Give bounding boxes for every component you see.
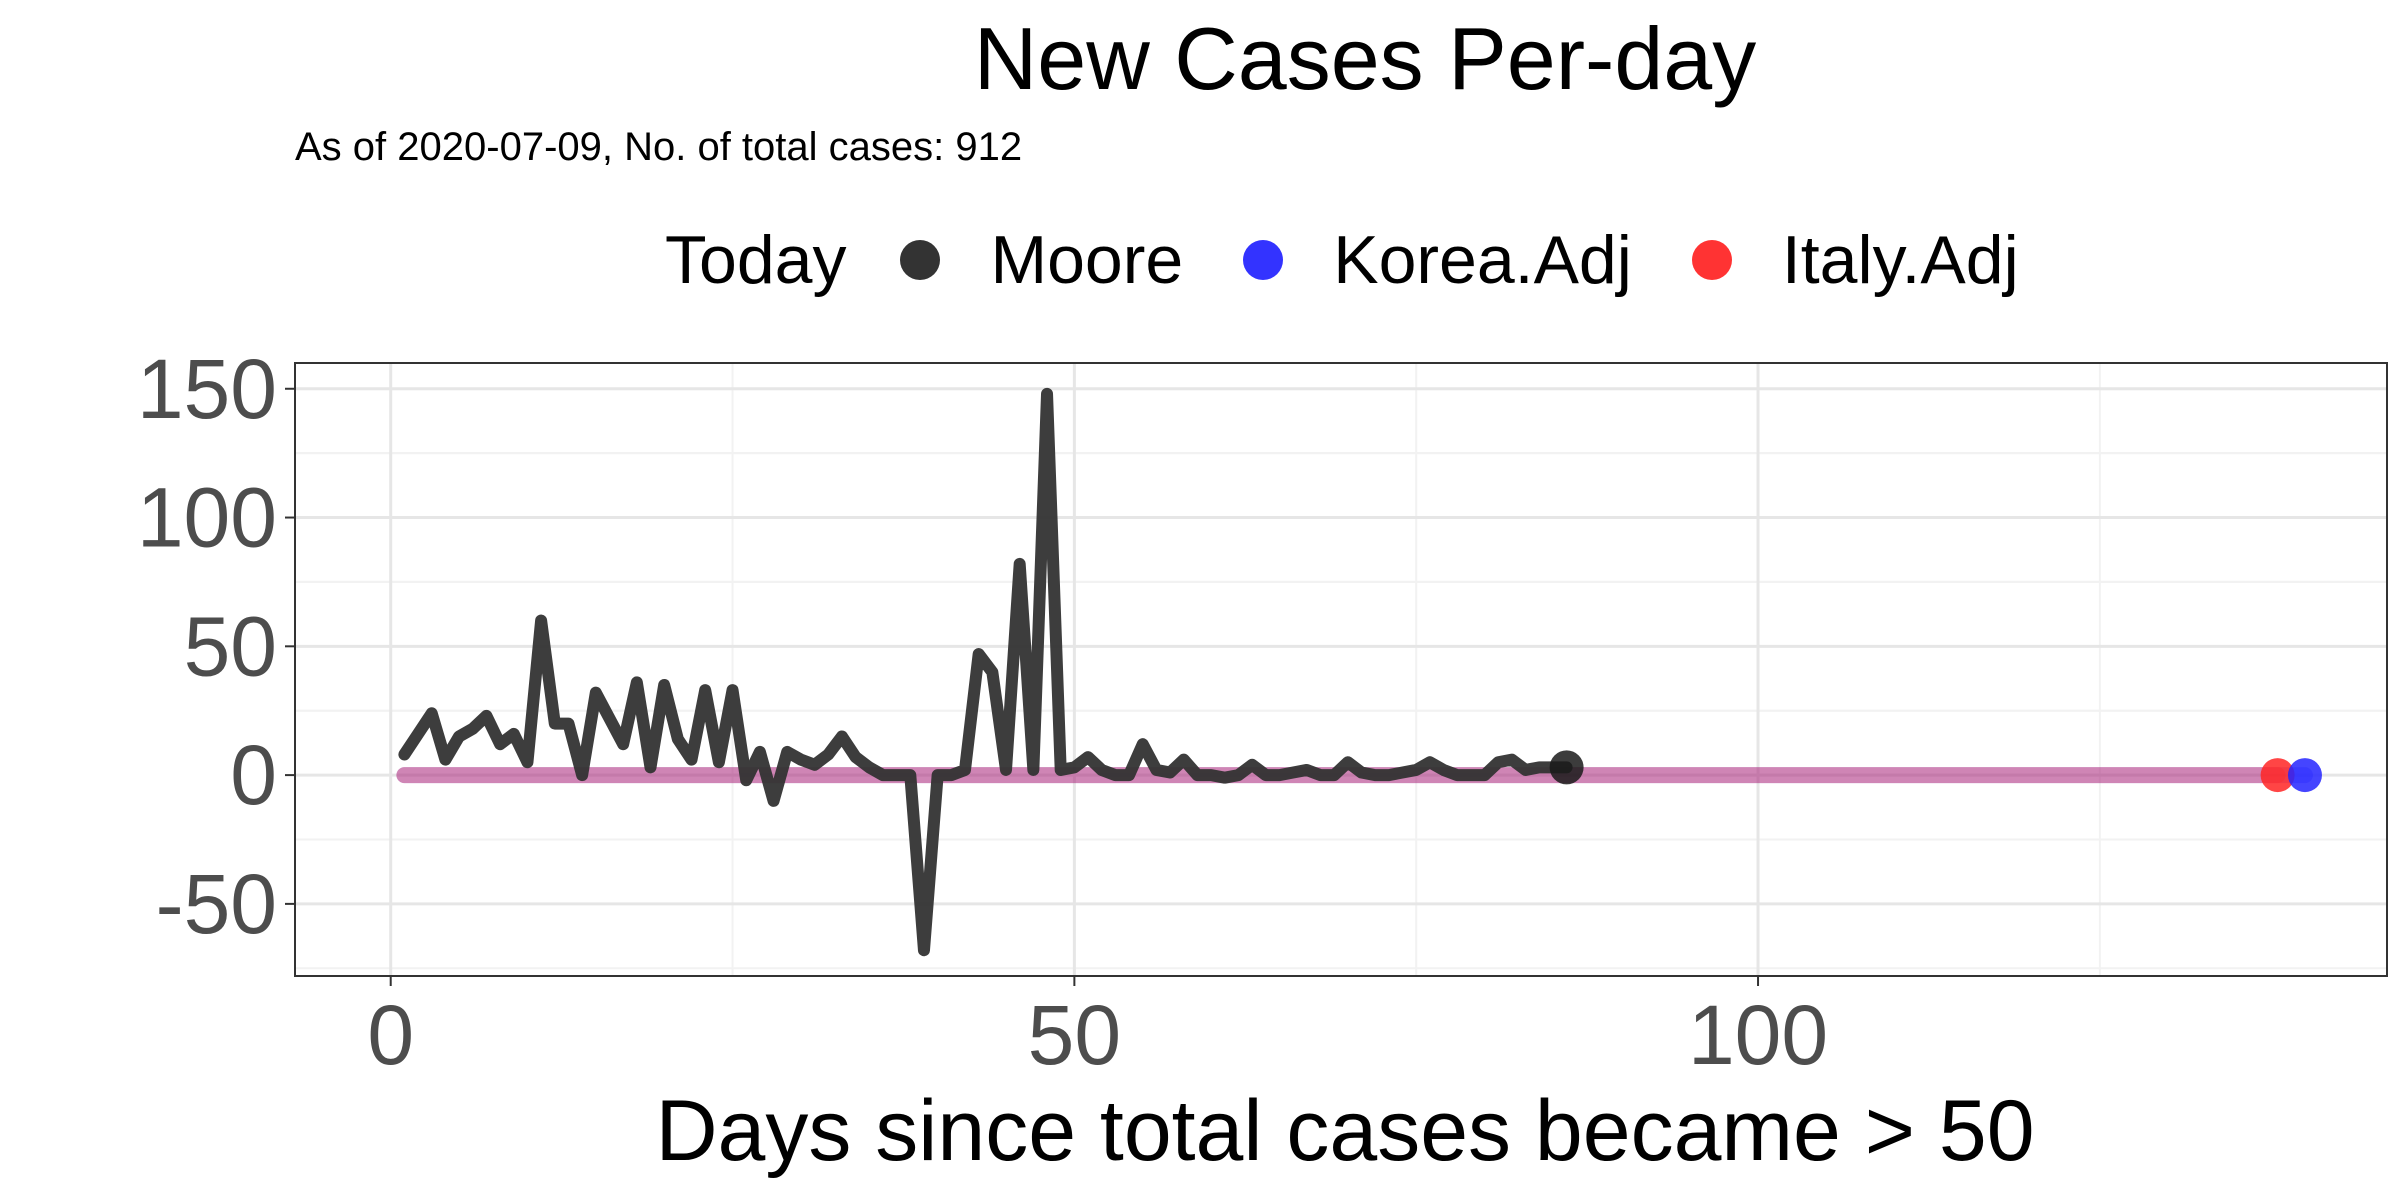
legend-label-korea: Korea.Adj [1333,222,1632,298]
x-tick-label: 50 [1028,988,1121,1082]
y-tick-label: -50 [156,857,277,951]
series-line-moore [398,387,1573,957]
legend: Today Moore Korea.Adj Italy.Adj [665,210,2079,310]
today-point-korea-adj [2287,758,2322,793]
legend-label-italy: Italy.Adj [1781,222,2019,298]
x-tick-label: 100 [1688,988,1828,1082]
legend-item-italy: Italy.Adj [1691,221,2019,299]
plot-panel [295,363,2387,976]
legend-swatch-italy [1691,240,1732,280]
today-point-moore [1549,750,1584,785]
plot-border [294,362,2388,977]
legend-item-moore: Moore [900,221,1183,299]
chart-title: New Cases Per-day [973,9,1757,108]
y-tick-label: 150 [137,342,277,436]
legend-title: Today [665,222,847,298]
x-tick-label: 0 [367,988,414,1082]
legend-swatch-korea [1243,240,1284,280]
chart-subtitle: As of 2020-07-09, No. of total cases: 91… [295,125,1023,169]
legend-label-moore: Moore [990,222,1184,298]
y-tick-label: 50 [184,599,277,693]
legend-item-korea: Korea.Adj [1243,221,1632,299]
x-axis-label: Days since total cases became > 50 [655,1083,2035,1179]
legend-swatch-moore [900,240,941,280]
y-tick-label: 0 [230,728,277,822]
today-point-italy-adj [2260,758,2295,793]
y-tick-label: 100 [137,471,277,565]
